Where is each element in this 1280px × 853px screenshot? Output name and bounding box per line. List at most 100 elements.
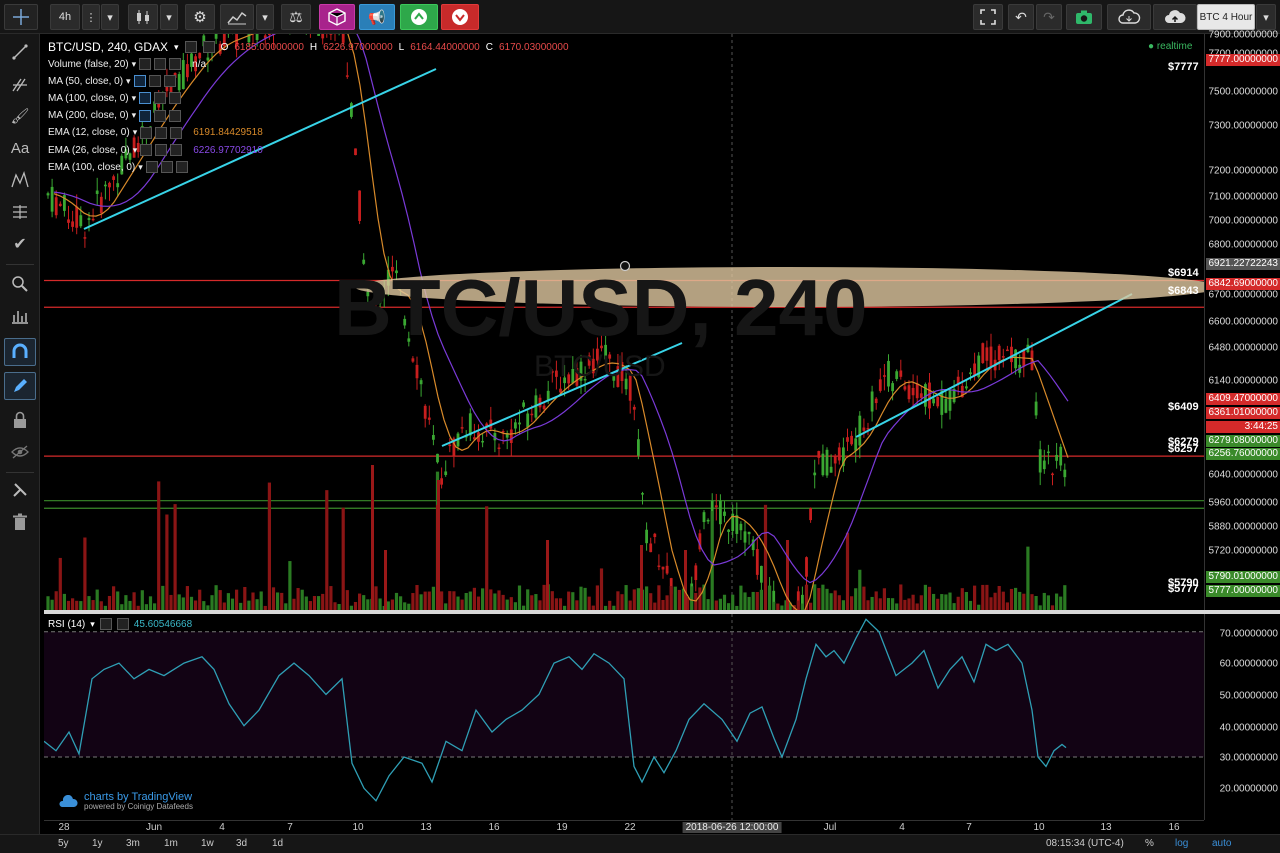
visibility-icon[interactable] (133, 75, 146, 88)
settings-icon[interactable] (160, 161, 173, 174)
settings-icon[interactable] (184, 41, 197, 53)
hide-drawings-tool[interactable] (4, 438, 36, 466)
indicator-row[interactable]: MA (200, close, 0) ▾ (48, 109, 192, 122)
favorites-tool[interactable]: ✔ (4, 230, 36, 258)
close-icon[interactable] (170, 126, 183, 139)
close-icon[interactable] (202, 41, 215, 53)
properties-tool[interactable] (4, 476, 36, 504)
fullscreen-button[interactable] (973, 4, 1003, 30)
settings-icon[interactable] (154, 92, 167, 105)
layout-dropdown-button[interactable]: ▾ (1256, 4, 1276, 30)
indicator-row[interactable]: EMA (12, close, 0) ▾ 6191.84429518 (48, 126, 263, 139)
volume-bar (743, 592, 747, 610)
visibility-icon[interactable] (140, 144, 153, 156)
candle-body (497, 447, 501, 450)
settings-icon[interactable] (148, 75, 161, 88)
text-tool[interactable]: Aa (4, 134, 36, 162)
range-button[interactable]: 1d (272, 838, 284, 849)
volume-bar (587, 596, 591, 610)
visibility-icon[interactable] (139, 109, 152, 122)
zoom-tool[interactable] (4, 270, 36, 298)
indicator-row[interactable]: Volume (false, 20) ▾ n/a (48, 58, 206, 70)
percent-toggle[interactable]: % (1145, 838, 1154, 849)
indicator-row[interactable]: MA (50, close, 0) ▾ (48, 75, 187, 88)
close-icon[interactable] (169, 58, 182, 70)
indicator-row[interactable]: MA (100, close, 0) ▾ (48, 92, 192, 105)
close-icon[interactable] (169, 92, 182, 105)
volume-spike (640, 545, 643, 610)
indicators-dropdown-button[interactable]: ▾ (256, 4, 274, 30)
stay-in-drawing-tool[interactable] (4, 372, 36, 400)
save-layout-button[interactable] (1153, 4, 1197, 30)
brush-tool[interactable]: 🖌 (4, 102, 36, 130)
snapshot-button[interactable] (1066, 4, 1102, 30)
chart-type-dropdown-button[interactable]: ▾ (160, 4, 178, 30)
close-icon[interactable] (116, 618, 129, 630)
close-icon[interactable] (175, 161, 188, 174)
price-axis[interactable]: 7900.000000007700.000000007500.000000007… (1204, 30, 1280, 610)
volume-bar (505, 599, 509, 610)
rsi-pane[interactable]: RSI (14) ▾ 45.60546668 charts by TradingV… (44, 614, 1204, 820)
bars-tool[interactable] (4, 302, 36, 330)
visibility-icon[interactable] (140, 126, 153, 139)
sell-button[interactable] (441, 4, 479, 30)
candle-body (751, 539, 755, 551)
settings-icon[interactable] (99, 618, 112, 630)
price-chart[interactable]: BTC/USD, 240, GDAX ▾ O 6185.00000000 H 6226… (44, 34, 1204, 610)
measure-tool[interactable] (4, 198, 36, 226)
range-button[interactable]: 3m (126, 838, 140, 849)
close-icon[interactable] (163, 75, 176, 88)
candle-body (899, 370, 903, 377)
volume-bar (829, 593, 833, 610)
redo-button[interactable]: ↷ (1036, 4, 1062, 30)
close-icon[interactable] (169, 109, 182, 122)
pitchfork-tool[interactable] (4, 70, 36, 98)
interval-button[interactable]: 4h (50, 4, 80, 30)
magnet-tool[interactable] (4, 338, 36, 366)
settings-icon[interactable] (154, 109, 167, 122)
announce-button[interactable]: 📢 (359, 4, 395, 30)
tradingview-attribution[interactable]: charts by TradingView powered by Coinigy… (58, 792, 193, 812)
rsi-title[interactable]: RSI (14) (48, 618, 86, 630)
symbol-title[interactable]: BTC/USD, 240, GDAX (48, 40, 169, 54)
log-toggle[interactable]: log (1175, 838, 1189, 849)
interval-dropdown-button[interactable]: ▾ (101, 4, 119, 30)
range-button[interactable]: 1y (92, 838, 103, 849)
chart-layout-name[interactable]: BTC 4 Hour (1197, 4, 1255, 30)
buy-button[interactable] (400, 4, 438, 30)
indicator-row[interactable]: EMA (100, close, 0) ▾ (48, 161, 199, 174)
trendline-tool[interactable] (4, 38, 36, 66)
indicators-button[interactable] (220, 4, 254, 30)
close-icon[interactable] (170, 144, 183, 156)
settings-icon[interactable] (154, 58, 167, 70)
pattern-tool[interactable] (4, 166, 36, 194)
remove-drawings-tool[interactable] (4, 508, 36, 536)
range-button[interactable]: 5y (58, 838, 69, 849)
pane-separator[interactable] (44, 610, 1280, 614)
indicator-row[interactable]: EMA (26, close, 0) ▾ 6226.97702910 (48, 144, 263, 156)
range-button[interactable]: 3d (236, 838, 248, 849)
rsi-axis[interactable]: 70.00000000 60.00000000 50.00000000 40.0000… (1204, 614, 1280, 820)
volume-bar (735, 605, 739, 610)
lock-tool[interactable] (4, 406, 36, 434)
auto-toggle[interactable]: auto (1212, 838, 1232, 849)
cube-button[interactable] (319, 4, 355, 30)
volume-bar (690, 586, 694, 610)
volume-bar (895, 603, 899, 610)
more-menu-button[interactable]: ⋮ (82, 4, 100, 30)
settings-icon[interactable] (155, 144, 168, 156)
visibility-icon[interactable] (139, 58, 152, 70)
compare-button[interactable]: ⚖ (281, 4, 311, 30)
settings-button[interactable]: ⚙ (185, 4, 215, 30)
visibility-icon[interactable] (139, 92, 152, 105)
settings-icon[interactable] (155, 126, 168, 139)
load-layout-button[interactable] (1107, 4, 1151, 30)
range-button[interactable]: 1w (201, 838, 214, 849)
chart-type-button[interactable] (128, 4, 158, 30)
time-axis[interactable]: 28 Jun 4 7 10 13 16 19 22 2018-06-26 12:00:00 Jul 4… (44, 820, 1204, 834)
candle-body (628, 375, 632, 401)
visibility-icon[interactable] (145, 161, 158, 174)
crosshair-tool-button[interactable] (4, 4, 38, 30)
range-button[interactable]: 1m (164, 838, 178, 849)
undo-button[interactable]: ↶ (1008, 4, 1034, 30)
